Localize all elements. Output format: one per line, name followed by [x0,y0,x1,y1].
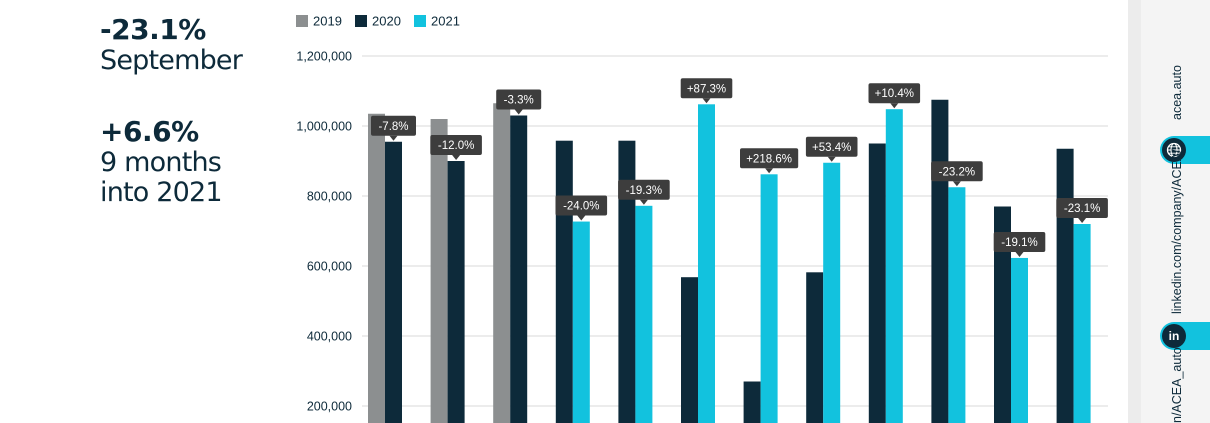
change-callout: -24.0% [555,195,608,221]
callout-box [555,195,608,216]
callout-box [618,179,670,200]
callout-box [371,115,416,136]
callout-pointer [389,135,398,141]
bar-2020 [681,277,698,423]
bar-2019 [493,103,511,423]
callout-label: -3.3% [504,95,534,107]
bar-2020 [743,381,761,423]
linkedin-link[interactable]: linkedin.com/company/ACEA/ [1170,149,1184,314]
bar-2020 [868,143,886,423]
callout-pointer [827,156,836,162]
bar-2020 [618,140,636,423]
y-tick-label: 1,000,000 [296,120,352,134]
bar-2020 [385,141,402,423]
change-callout: -19.1% [993,231,1046,257]
callout-label: +10.4% [875,88,914,100]
callout-pointer [1078,218,1087,223]
callout-label: -19.1% [1001,237,1037,249]
ytd-stat: +6.6% 9 months into 2021 [100,115,223,208]
y-tick-label: 200,000 [307,400,352,414]
y-tick-label: 600,000 [307,260,352,274]
legend-label-2020: 2020 [372,14,401,29]
callout-box [993,231,1046,252]
callout-label: +87.3% [687,83,726,95]
bar-2020 [447,161,465,423]
change-callout: +87.3% [680,78,733,104]
callout-label: -23.2% [939,166,975,178]
bar-2021 [885,109,903,423]
bar-2021 [635,205,653,423]
callout-label: -23.1% [1064,203,1100,215]
september-change-value: -23.1% [100,13,206,46]
callout-label: -12.0% [438,140,474,152]
bar-2021 [823,162,841,423]
callout-box [740,148,799,169]
ytd-label-line1: 9 months [100,147,222,178]
bar-2019 [368,113,385,423]
bar-chart: 200,000 400,000 600,000 800,000 1,000,000 1,2… [296,14,1108,423]
y-tick-label: 400,000 [307,330,352,344]
callout-label: +218.6% [746,153,792,165]
callout-box [868,83,921,104]
legend-label-2019: 2019 [313,14,342,29]
change-callout: +53.4% [805,136,858,162]
bar-2020 [806,272,824,423]
bar-2019 [430,119,448,423]
callout-box [680,78,733,99]
bar-2021 [1011,257,1028,423]
twitter-link[interactable]: n/ACEA_auto [1170,347,1184,423]
callout-pointer [639,199,648,205]
callout-box [931,161,983,182]
change-callout: -3.3% [496,89,542,115]
callout-pointer [952,181,961,187]
change-callout: -23.1% [1056,198,1108,223]
change-callout: +10.4% [868,83,921,109]
september-label: September [100,45,243,76]
bar-2020 [510,115,528,423]
callout-pointer [702,98,711,104]
legend-swatch-2020 [355,15,367,27]
bar-2020 [931,99,949,423]
ytd-label-line2: into 2021 [100,177,223,208]
y-tick-label: 800,000 [307,190,352,204]
bar-2020 [994,206,1011,423]
bar-2021 [1073,224,1091,423]
bar-2021 [948,187,966,423]
website-link[interactable]: acea.auto [1170,65,1184,120]
y-tick-label: 1,200,000 [296,50,352,64]
callout-label: -7.8% [378,121,408,133]
change-callout: -12.0% [430,135,482,160]
callout-pointer [765,168,774,174]
ytd-change-value: +6.6% [100,115,199,148]
september-stat: -23.1% September [100,13,243,76]
bar-2021 [698,104,715,423]
bar-2020 [1056,148,1074,423]
callout-pointer [514,109,523,115]
change-callout: -7.8% [371,115,416,141]
callout-box [496,89,542,110]
legend-swatch-2019 [296,15,308,27]
bar-2021 [760,174,778,423]
callout-box [1056,198,1108,218]
social-sidebar-inner [1141,0,1210,423]
change-callout: -19.3% [618,179,670,205]
bar-2021 [572,221,590,423]
callout-pointer [1015,251,1024,257]
legend-label-2021: 2021 [431,14,460,29]
callout-box [805,136,858,157]
change-callout: +218.6% [740,148,799,174]
callout-label: -24.0% [563,201,599,213]
callout-box [430,135,482,155]
globe-icon[interactable] [1162,138,1186,162]
callout-label: +53.4% [812,142,851,154]
callout-pointer [577,215,586,221]
callout-pointer [890,103,899,109]
callout-label: -19.3% [626,185,662,197]
change-callout: -23.2% [931,161,983,187]
linkedin-icon[interactable]: in [1162,324,1186,348]
bar-2020 [555,140,573,423]
legend-swatch-2021 [414,15,426,27]
callout-pointer [452,155,461,160]
